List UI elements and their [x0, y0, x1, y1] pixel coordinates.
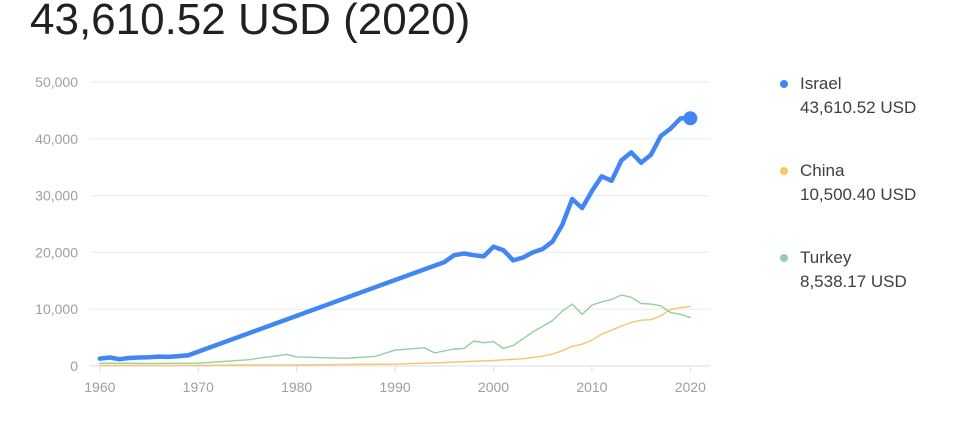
legend-series-value: 43,610.52 USD: [800, 98, 917, 117]
x-tick-label: 1990: [380, 379, 411, 395]
page-title: 43,610.52 USD (2020): [30, 0, 471, 44]
x-tick-label: 2000: [478, 379, 509, 395]
x-tick-label: 2020: [675, 379, 706, 395]
x-tick-label: 1960: [84, 379, 115, 395]
legend-series-name: Israel: [800, 74, 842, 93]
x-tick-label: 1970: [183, 379, 214, 395]
x-tick-label: 1980: [281, 379, 312, 395]
series-line-turkey[interactable]: [99, 294, 691, 365]
y-axis: 0 10,000 20,000 30,000 40,000 50,000: [35, 74, 78, 374]
y-tick-label: 20,000: [35, 244, 78, 260]
x-tick-label: 2010: [576, 379, 607, 395]
legend-dot-icon: [780, 254, 788, 262]
series-line-china[interactable]: [99, 305, 691, 367]
series-group: [97, 111, 698, 367]
legend-dot-icon: [780, 167, 788, 175]
current-value-point[interactable]: [683, 111, 698, 126]
y-tick-label: 40,000: [35, 131, 78, 147]
legend-series-name: China: [800, 161, 845, 180]
y-tick-label: 10,000: [35, 301, 78, 317]
legend-dot-icon: [780, 80, 788, 88]
legend-series-name: Turkey: [800, 248, 852, 267]
x-axis: 1960 1970 1980 1990 2000 2010 2020: [84, 366, 706, 395]
y-tick-label: 30,000: [35, 188, 78, 204]
grid: [90, 81, 710, 367]
y-tick-label: 50,000: [35, 74, 78, 90]
legend-series-value: 10,500.40 USD: [800, 185, 917, 204]
y-tick-label: 0: [70, 358, 78, 374]
legend-series-value: 8,538.17 USD: [800, 272, 907, 291]
series-line-israel[interactable]: [97, 116, 693, 362]
